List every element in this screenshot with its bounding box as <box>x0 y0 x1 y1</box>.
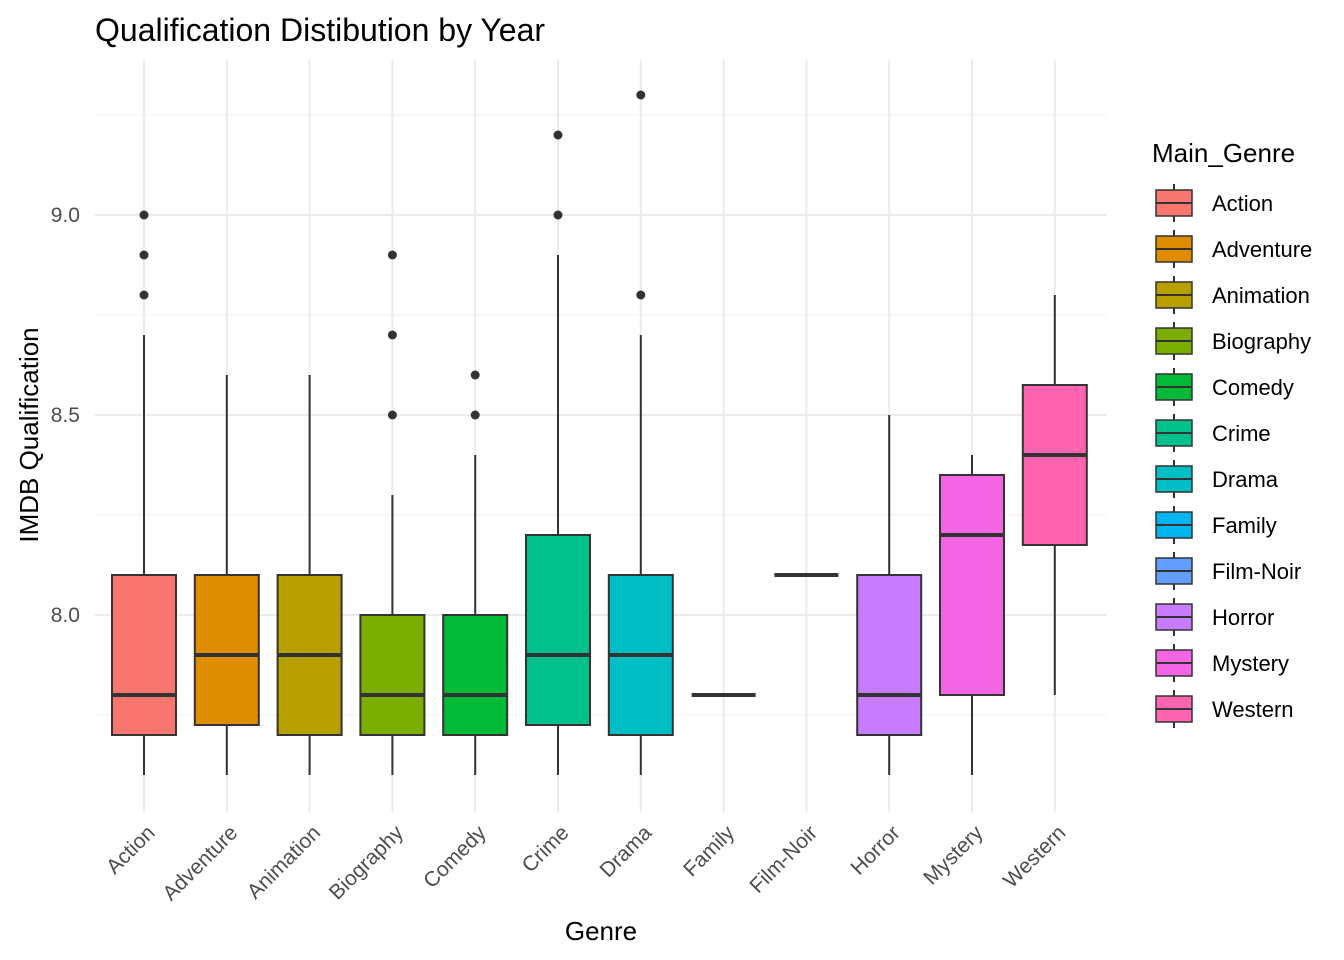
legend-label: Western <box>1212 697 1294 722</box>
outlier-point <box>387 410 397 420</box>
legend-item-western: Western <box>1155 690 1294 728</box>
legend-item-crime: Crime <box>1155 414 1271 452</box>
legend-label: Animation <box>1212 283 1310 308</box>
legend-items: Action Adventure Animation Biography Comedy C… <box>1155 184 1312 728</box>
outlier-point <box>636 290 646 300</box>
x-tick-label: Western <box>999 821 1070 892</box>
outlier-point <box>139 290 149 300</box>
box-comedy <box>442 370 509 775</box>
outlier-point <box>553 210 563 220</box>
y-axis-title: IMDB Qualification <box>14 327 44 542</box>
box-biography <box>359 250 426 775</box>
legend-label: Drama <box>1212 467 1279 492</box>
x-tick-label: Drama <box>596 821 657 882</box>
x-tick-label: Horror <box>846 821 904 879</box>
box-iqr <box>442 614 509 736</box>
x-tick-label: Crime <box>518 821 574 877</box>
outlier-point <box>139 250 149 260</box>
legend-item-family: Family <box>1155 506 1277 544</box>
box-layer <box>111 90 1088 775</box>
legend-label: Film-Noir <box>1212 559 1301 584</box>
outlier-point <box>470 410 480 420</box>
box-adventure <box>193 375 260 775</box>
box-action <box>111 210 177 775</box>
legend-label: Action <box>1212 191 1273 216</box>
legend-item-mystery: Mystery <box>1155 644 1289 682</box>
legend-item-adventure: Adventure <box>1155 230 1312 268</box>
box-iqr <box>193 574 260 726</box>
box-mystery <box>939 455 1005 775</box>
legend-label: Comedy <box>1212 375 1294 400</box>
legend-item-horror: Horror <box>1155 598 1274 636</box>
box-iqr <box>111 574 177 736</box>
box-iqr <box>359 614 426 736</box>
legend-label: Mystery <box>1212 651 1289 676</box>
box-iqr <box>939 474 1005 696</box>
x-tick-label: Mystery <box>919 821 988 890</box>
x-tick-label: Film-Noir <box>745 821 821 897</box>
box-animation <box>276 375 343 775</box>
x-tick-label: Adventure <box>158 821 242 905</box>
legend-title: Main_Genre <box>1152 138 1295 168</box>
outlier-point <box>470 370 480 380</box>
x-tick-label: Family <box>679 821 739 881</box>
legend-item-drama: Drama <box>1155 460 1279 498</box>
legend-label: Adventure <box>1212 237 1312 262</box>
y-tick-label: 8.5 <box>51 404 80 427</box>
box-iqr <box>1021 384 1088 546</box>
outlier-point <box>636 90 646 100</box>
legend-label: Crime <box>1212 421 1271 446</box>
legend-item-action: Action <box>1155 184 1273 222</box>
legend-label: Family <box>1212 513 1277 538</box>
outlier-point <box>553 130 563 140</box>
legend-label: Horror <box>1212 605 1274 630</box>
x-tick-label: Comedy <box>419 821 491 893</box>
box-drama <box>607 90 674 775</box>
box-iqr <box>525 534 591 726</box>
outlier-point <box>387 330 397 340</box>
y-tick-label: 8.0 <box>51 604 80 627</box>
box-iqr <box>856 574 923 736</box>
box-western <box>1021 295 1088 695</box>
x-tick-label: Action <box>102 821 160 879</box>
y-tick-label: 9.0 <box>51 204 80 227</box>
x-tick-label: Biography <box>325 821 408 904</box>
legend-item-film-noir: Film-Noir <box>1155 552 1301 590</box>
box-crime <box>525 130 591 775</box>
x-axis-title: Genre <box>565 916 637 946</box>
legend-item-comedy: Comedy <box>1155 368 1294 406</box>
box-horror <box>856 415 923 775</box>
legend-label: Biography <box>1212 329 1311 354</box>
legend-item-biography: Biography <box>1155 322 1311 360</box>
legend: Main_Genre Action Adventure Animation Biogr… <box>1152 138 1312 728</box>
y-axis-ticks: 8.0 8.5 9.0 <box>51 204 80 627</box>
x-tick-label: Animation <box>243 821 325 903</box>
outlier-point <box>139 210 149 220</box>
legend-item-animation: Animation <box>1155 276 1310 314</box>
outlier-point <box>387 250 397 260</box>
chart-title: Qualification Distibution by Year <box>95 12 545 48</box>
